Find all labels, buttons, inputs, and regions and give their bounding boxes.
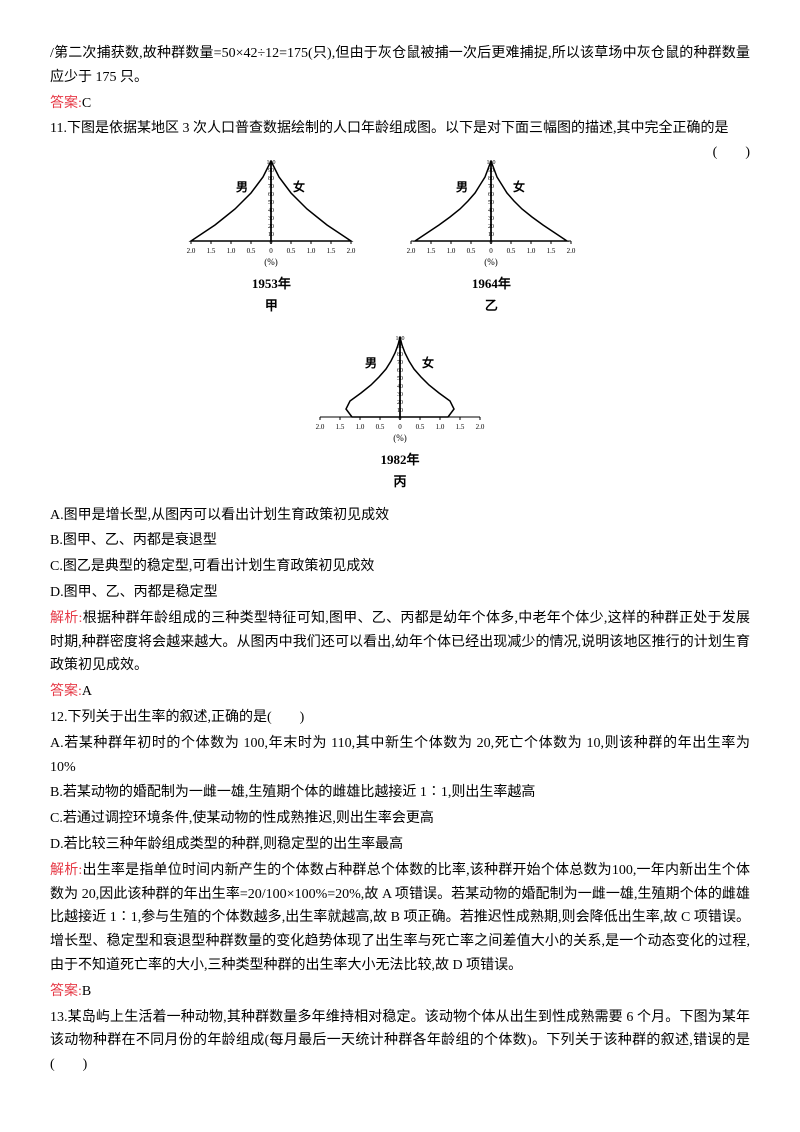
svg-text:0.5: 0.5 bbox=[287, 247, 296, 255]
q12-answer-value: B bbox=[82, 984, 91, 999]
svg-text:(%): (%) bbox=[265, 257, 279, 267]
q12-optA: A.若某种群年初时的个体数为 100,年末时为 110,其中新生个体数为 20,… bbox=[50, 732, 750, 780]
q12-optC: C.若通过调控环境条件,使某动物的性成熟推迟,则出生率会更高 bbox=[50, 807, 750, 831]
q11-analysis-text: 根据种群年龄组成的三种类型特征可知,图甲、乙、丙都是幼年个体多,中老年个体少,这… bbox=[50, 611, 750, 674]
svg-text:0.5: 0.5 bbox=[376, 423, 385, 431]
year-1953: 1953年 bbox=[181, 273, 361, 295]
q11-optC: C.图乙是典型的稳定型,可看出计划生育政策初见成效 bbox=[50, 555, 750, 579]
q12-optB: B.若某动物的婚配制为一雌一雄,生殖期个体的雌雄比越接近 1∶1,则出生率越高 bbox=[50, 781, 750, 805]
q12-analysis-row: 解析:出生率是指单位时间内新产生的个体数占种群总个体数的比率,该种群开始个体总数… bbox=[50, 859, 750, 978]
label-bing: 丙 bbox=[310, 471, 490, 493]
intro-text: /第二次捕获数,故种群数量=50×42÷12=175(只),但由于灰仓鼠被捕一次… bbox=[50, 42, 750, 90]
q11-answer-label: 答案: bbox=[50, 684, 82, 699]
svg-text:0.5: 0.5 bbox=[507, 247, 516, 255]
q13-title: 13.某岛屿上生活着一种动物,其种群数量多年维持相对稳定。该动物个体从出生到性成… bbox=[50, 1006, 750, 1077]
chart-1953: 1009080706050403020100男女2.01.51.00.500.5… bbox=[181, 151, 361, 317]
q12-analysis-label: 解析: bbox=[50, 863, 82, 878]
svg-text:0.5: 0.5 bbox=[416, 423, 425, 431]
svg-text:2.0: 2.0 bbox=[476, 423, 485, 431]
pyramid-2: 1009080706050403020100男女2.01.51.00.500.5… bbox=[401, 151, 581, 271]
q11-optD: D.图甲、乙、丙都是稳定型 bbox=[50, 581, 750, 605]
q12-answer-label: 答案: bbox=[50, 984, 82, 999]
svg-text:男: 男 bbox=[456, 180, 468, 194]
svg-text:2.0: 2.0 bbox=[187, 247, 196, 255]
q11-analysis-label: 解析: bbox=[50, 611, 82, 626]
svg-text:2.0: 2.0 bbox=[407, 247, 416, 255]
intro-answer-row: 答案:C bbox=[50, 92, 750, 116]
year-1982: 1982年 bbox=[310, 449, 490, 471]
svg-text:1.0: 1.0 bbox=[356, 423, 365, 431]
label-yi: 乙 bbox=[401, 295, 581, 317]
svg-text:2.0: 2.0 bbox=[347, 247, 356, 255]
q12-optD: D.若比较三种年龄组成类型的种群,则稳定型的出生率最高 bbox=[50, 833, 750, 857]
svg-text:(%): (%) bbox=[485, 257, 499, 267]
q11-title-text: 11.下图是依据某地区 3 次人口普查数据绘制的人口年龄组成图。以下是对下面三幅… bbox=[50, 121, 728, 136]
q12-analysis-text: 出生率是指单位时间内新产生的个体数占种群总个体数的比率,该种群开始个体总数为10… bbox=[50, 863, 750, 973]
svg-text:1.5: 1.5 bbox=[456, 423, 465, 431]
q11-blank: ( ) bbox=[713, 141, 750, 165]
chart-1964: 1009080706050403020100男女2.01.51.00.500.5… bbox=[401, 151, 581, 317]
q11-optB: B.图甲、乙、丙都是衰退型 bbox=[50, 529, 750, 553]
svg-text:0: 0 bbox=[270, 247, 274, 255]
svg-text:0: 0 bbox=[398, 423, 402, 431]
pyramid-3: 1009080706050403020100男女2.01.51.00.500.5… bbox=[310, 327, 490, 447]
svg-text:1.0: 1.0 bbox=[227, 247, 236, 255]
svg-text:0.5: 0.5 bbox=[467, 247, 476, 255]
svg-text:男: 男 bbox=[236, 180, 248, 194]
label-jia: 甲 bbox=[181, 295, 361, 317]
svg-text:1.5: 1.5 bbox=[327, 247, 336, 255]
svg-text:女: 女 bbox=[293, 179, 305, 194]
svg-text:1.5: 1.5 bbox=[207, 247, 216, 255]
charts-row-bottom: 1009080706050403020100男女2.01.51.00.500.5… bbox=[50, 327, 750, 493]
svg-text:(%): (%) bbox=[393, 433, 407, 443]
charts-row-top: 1009080706050403020100男女2.01.51.00.500.5… bbox=[50, 151, 713, 317]
svg-text:0.5: 0.5 bbox=[247, 247, 256, 255]
svg-text:1.5: 1.5 bbox=[427, 247, 436, 255]
svg-text:1.0: 1.0 bbox=[447, 247, 456, 255]
pyramid-1: 1009080706050403020100男女2.01.51.00.500.5… bbox=[181, 151, 361, 271]
q12-title: 12.下列关于出生率的叙述,正确的是( ) bbox=[50, 706, 750, 730]
svg-text:1.5: 1.5 bbox=[547, 247, 556, 255]
q11-answer-value: A bbox=[82, 684, 92, 699]
svg-text:男: 男 bbox=[365, 356, 377, 370]
svg-text:女: 女 bbox=[513, 179, 525, 194]
year-1964: 1964年 bbox=[401, 273, 581, 295]
answer-label: 答案: bbox=[50, 96, 82, 111]
q11-answer-row: 答案:A bbox=[50, 680, 750, 704]
chart-1982: 1009080706050403020100男女2.01.51.00.500.5… bbox=[310, 327, 490, 493]
q11-optA: A.图甲是增长型,从图丙可以看出计划生育政策初见成效 bbox=[50, 504, 750, 528]
svg-text:1.5: 1.5 bbox=[336, 423, 345, 431]
answer-value: C bbox=[82, 96, 91, 111]
svg-text:1.0: 1.0 bbox=[436, 423, 445, 431]
svg-text:2.0: 2.0 bbox=[316, 423, 325, 431]
svg-text:1.0: 1.0 bbox=[527, 247, 536, 255]
svg-text:0: 0 bbox=[490, 247, 494, 255]
svg-text:1.0: 1.0 bbox=[307, 247, 316, 255]
svg-text:2.0: 2.0 bbox=[567, 247, 576, 255]
q11-analysis-row: 解析:根据种群年龄组成的三种类型特征可知,图甲、乙、丙都是幼年个体多,中老年个体… bbox=[50, 607, 750, 678]
svg-text:女: 女 bbox=[422, 355, 434, 370]
q11-title: 11.下图是依据某地区 3 次人口普查数据绘制的人口年龄组成图。以下是对下面三幅… bbox=[50, 117, 750, 141]
q12-answer-row: 答案:B bbox=[50, 980, 750, 1004]
